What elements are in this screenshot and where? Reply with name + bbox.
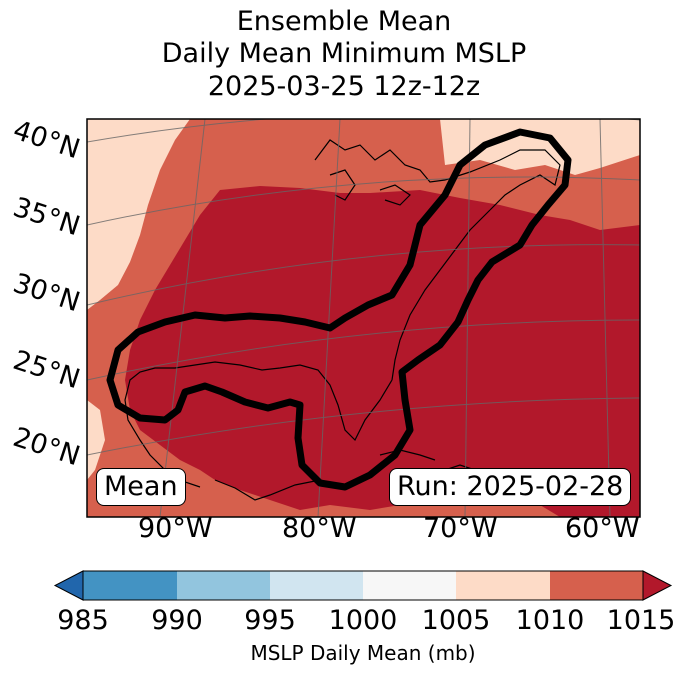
lon-label-70w: 70°W bbox=[423, 513, 498, 544]
field-above-1015 bbox=[125, 186, 640, 517]
lon-label-90w: 90°W bbox=[138, 513, 213, 544]
lon-label-80w: 80°W bbox=[282, 513, 357, 544]
field-1005-1010-northeast bbox=[440, 119, 640, 175]
title-line-2: Daily Mean Minimum MSLP bbox=[161, 38, 527, 69]
run-box: Run: 2025-02-28 bbox=[389, 468, 632, 506]
map bbox=[86, 118, 641, 518]
title-line-3: 2025-03-25 12z-12z bbox=[207, 71, 481, 102]
colorbar-seg-1010-1015 bbox=[550, 571, 643, 600]
colorbar-seg-1005-1010 bbox=[456, 571, 550, 600]
colorbar-tick-985: 985 bbox=[57, 605, 109, 636]
colorbar-label: MSLP Daily Mean (mb) bbox=[250, 641, 476, 665]
colorbar-seg-985-990 bbox=[83, 571, 177, 600]
colorbar-tick-1015: 1015 bbox=[606, 605, 676, 636]
field-1005-1010-southwest bbox=[87, 400, 105, 480]
mean-contour bbox=[106, 128, 572, 491]
colorbar-tick-1010: 1010 bbox=[515, 605, 585, 636]
colorbar-seg-1000-1005 bbox=[363, 571, 456, 600]
colorbar-seg-995-1000 bbox=[270, 571, 363, 600]
title-line-1: Ensemble Mean bbox=[236, 6, 452, 37]
colorbar-arrow-low bbox=[53, 570, 84, 601]
colorbar-arrow-high bbox=[642, 570, 673, 601]
colorbar-tick-990: 990 bbox=[151, 605, 203, 636]
lon-label-60w: 60°W bbox=[565, 513, 640, 544]
colorbar-tick-1000: 1000 bbox=[328, 605, 398, 636]
colorbar-seg-990-995 bbox=[177, 571, 270, 600]
colorbar-tick-995: 995 bbox=[244, 605, 296, 636]
colorbar-tick-1005: 1005 bbox=[421, 605, 491, 636]
mean-box: Mean bbox=[96, 468, 186, 506]
